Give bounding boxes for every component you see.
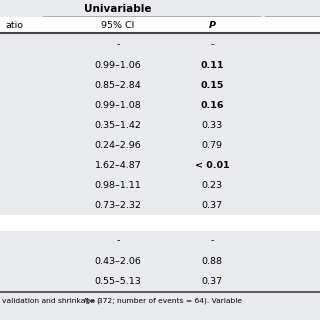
- Text: 0.99–1.06: 0.99–1.06: [95, 60, 141, 69]
- Text: 0.16: 0.16: [200, 100, 224, 109]
- Text: 0.98–1.11: 0.98–1.11: [95, 180, 141, 189]
- Text: = 372; number of events = 64). Variable: = 372; number of events = 64). Variable: [87, 297, 242, 304]
- Text: Univariable: Univariable: [84, 4, 152, 14]
- Text: 0.23: 0.23: [201, 180, 223, 189]
- Bar: [0, 55, 320, 75]
- Text: -: -: [210, 41, 214, 50]
- Text: < 0.01: < 0.01: [195, 161, 229, 170]
- Text: 0.99–1.08: 0.99–1.08: [95, 100, 141, 109]
- Text: P: P: [209, 20, 215, 29]
- Bar: [0, 75, 320, 95]
- Bar: [0, 215, 320, 231]
- Text: 0.55–5.13: 0.55–5.13: [95, 276, 141, 285]
- Text: -: -: [210, 236, 214, 245]
- Bar: [0, 175, 320, 195]
- Text: 0.85–2.84: 0.85–2.84: [95, 81, 141, 90]
- Bar: [0, 95, 320, 115]
- Bar: [0, 155, 320, 175]
- Text: 0.33: 0.33: [201, 121, 223, 130]
- Text: 0.37: 0.37: [201, 276, 223, 285]
- Text: n: n: [84, 297, 88, 303]
- Text: validation and shrinkage (: validation and shrinkage (: [2, 297, 100, 304]
- Text: -: -: [116, 236, 120, 245]
- Bar: [0, 251, 320, 271]
- Text: 0.15: 0.15: [200, 81, 224, 90]
- Text: 0.79: 0.79: [202, 140, 222, 149]
- Text: 95% CI: 95% CI: [101, 20, 135, 29]
- Text: 0.11: 0.11: [200, 60, 224, 69]
- Text: atio: atio: [5, 20, 23, 29]
- Bar: [0, 35, 320, 55]
- Bar: [0, 231, 320, 251]
- Text: -: -: [116, 41, 120, 50]
- Text: 0.43–2.06: 0.43–2.06: [95, 257, 141, 266]
- Bar: [0, 195, 320, 215]
- Text: 0.35–1.42: 0.35–1.42: [95, 121, 141, 130]
- Bar: [0, 17, 320, 33]
- Text: 0.88: 0.88: [202, 257, 222, 266]
- Bar: [0, 271, 320, 291]
- Text: 0.37: 0.37: [201, 201, 223, 210]
- Bar: [0, 135, 320, 155]
- Text: 0.73–2.32: 0.73–2.32: [94, 201, 141, 210]
- Bar: [0, 115, 320, 135]
- Text: 0.24–2.96: 0.24–2.96: [95, 140, 141, 149]
- Text: 1.62–4.87: 1.62–4.87: [95, 161, 141, 170]
